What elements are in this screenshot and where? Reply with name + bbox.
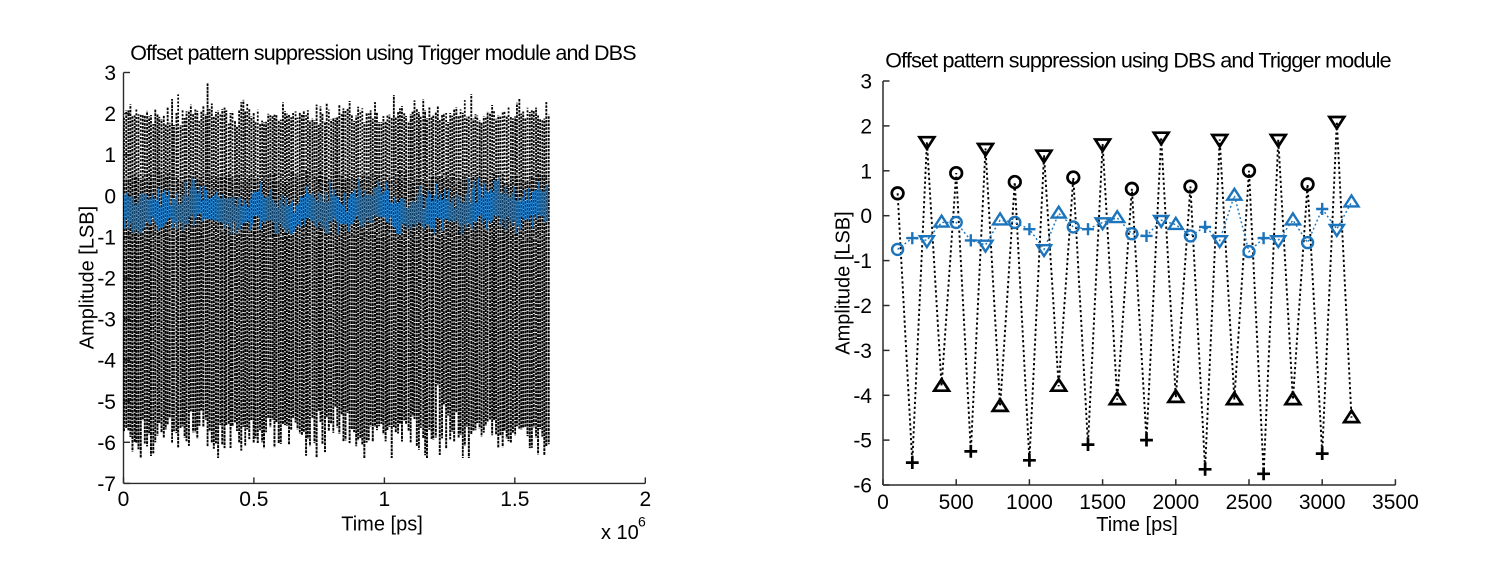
svg-text:-7: -7 [97, 473, 116, 496]
svg-text:-4: -4 [853, 385, 872, 408]
svg-text:-2: -2 [853, 295, 872, 318]
svg-text:2: 2 [860, 115, 872, 138]
svg-text:1500: 1500 [1079, 491, 1126, 514]
svg-text:Time [ps]: Time [ps] [341, 514, 423, 536]
svg-text:-2: -2 [97, 268, 116, 291]
svg-text:1: 1 [379, 488, 391, 511]
svg-text:2: 2 [639, 488, 651, 511]
svg-text:Offset pattern suppression usi: Offset pattern suppression using Trigger… [130, 41, 636, 65]
svg-text:0: 0 [860, 205, 872, 228]
svg-text:3: 3 [104, 62, 116, 85]
svg-text:2500: 2500 [1226, 491, 1273, 514]
svg-text:2: 2 [104, 103, 116, 126]
svg-text:500: 500 [939, 491, 974, 514]
svg-text:x 10: x 10 [601, 522, 639, 544]
svg-text:1.5: 1.5 [500, 488, 529, 511]
svg-text:Amplitude [LSB]: Amplitude [LSB] [77, 206, 99, 349]
svg-text:-6: -6 [853, 475, 872, 498]
svg-text:-5: -5 [853, 430, 872, 453]
svg-text:3: 3 [860, 71, 872, 94]
svg-text:0: 0 [877, 491, 889, 514]
svg-text:-1: -1 [853, 250, 872, 273]
svg-text:-5: -5 [97, 391, 116, 414]
svg-text:3500: 3500 [1372, 491, 1419, 514]
svg-text:-3: -3 [97, 309, 116, 332]
svg-text:2000: 2000 [1152, 491, 1199, 514]
svg-text:-6: -6 [97, 432, 116, 455]
svg-text:0.5: 0.5 [239, 488, 268, 511]
svg-text:0: 0 [118, 488, 130, 511]
svg-text:Amplitude [LSB]: Amplitude [LSB] [833, 211, 855, 354]
svg-text:3000: 3000 [1299, 491, 1346, 514]
svg-text:1: 1 [104, 144, 116, 167]
svg-text:1000: 1000 [1006, 491, 1053, 514]
svg-text:1: 1 [860, 160, 872, 183]
svg-text:-3: -3 [853, 340, 872, 363]
svg-text:6: 6 [638, 514, 646, 530]
svg-text:0: 0 [104, 185, 116, 208]
svg-text:-4: -4 [97, 350, 116, 373]
svg-text:Offset pattern suppression usi: Offset pattern suppression using DBS and… [885, 49, 1390, 73]
svg-text:-1: -1 [97, 226, 116, 249]
svg-text:Time [ps]: Time [ps] [1096, 514, 1178, 536]
